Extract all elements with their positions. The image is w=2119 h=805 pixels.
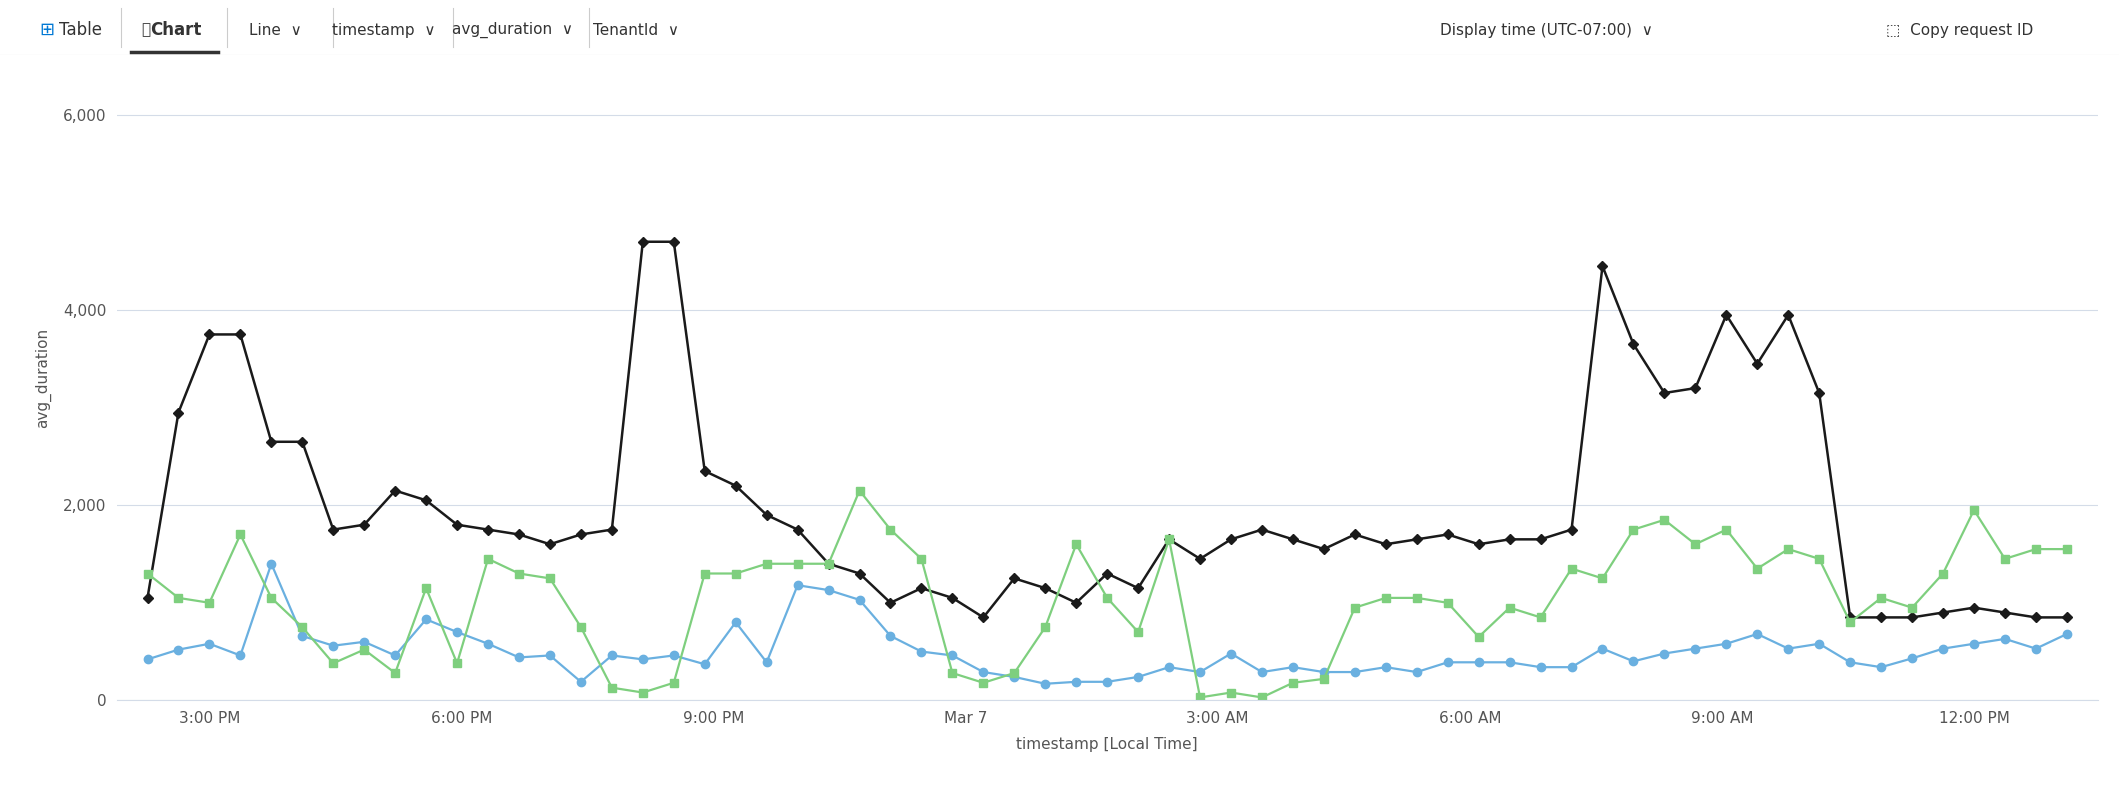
NORTHWIND bbox=[136, 654, 161, 664]
NORTHWIND bbox=[1157, 663, 1182, 672]
ACME_CORP bbox=[136, 568, 161, 578]
NORTHWIND bbox=[754, 658, 780, 667]
Text: Line  ∨: Line ∨ bbox=[250, 23, 301, 38]
Text: avg_duration  ∨: avg_duration ∨ bbox=[451, 22, 574, 38]
Text: Display time (UTC-07:00)  ∨: Display time (UTC-07:00) ∨ bbox=[1441, 23, 1653, 38]
ACME_CORP bbox=[1125, 627, 1151, 637]
NORTHWIND bbox=[2053, 630, 2079, 639]
Text: TenantId  ∨: TenantId ∨ bbox=[593, 23, 678, 38]
MICROSOFT bbox=[629, 237, 655, 246]
MICROSOFT bbox=[2053, 613, 2079, 622]
NORTHWIND bbox=[693, 659, 718, 669]
Text: Chart: Chart bbox=[150, 21, 201, 39]
NORTHWIND bbox=[259, 559, 284, 568]
NORTHWIND bbox=[1528, 663, 1553, 672]
Y-axis label: avg_duration: avg_duration bbox=[36, 328, 51, 428]
ACME_CORP bbox=[2024, 544, 2049, 554]
ACME_CORP bbox=[661, 678, 687, 687]
MICROSOFT bbox=[1528, 535, 1553, 544]
MICROSOFT bbox=[971, 613, 996, 622]
Text: ⬚  Copy request ID: ⬚ Copy request ID bbox=[1886, 23, 2034, 38]
ACME_CORP bbox=[1187, 692, 1212, 702]
NORTHWIND bbox=[1032, 679, 1057, 688]
MICROSOFT bbox=[136, 593, 161, 603]
X-axis label: timestamp [Local Time]: timestamp [Local Time] bbox=[1017, 737, 1197, 752]
ACME_CORP bbox=[723, 568, 748, 578]
Line: ACME_CORP: ACME_CORP bbox=[144, 486, 2070, 702]
Line: NORTHWIND: NORTHWIND bbox=[144, 559, 2070, 688]
ACME_CORP bbox=[848, 485, 873, 495]
Line: MICROSOFT: MICROSOFT bbox=[144, 238, 2070, 621]
ACME_CORP bbox=[1528, 613, 1553, 622]
ACME_CORP bbox=[2053, 544, 2079, 554]
NORTHWIND bbox=[1096, 677, 1121, 687]
Text: ⊞: ⊞ bbox=[38, 21, 55, 39]
MICROSOFT bbox=[693, 466, 718, 476]
MICROSOFT bbox=[2024, 613, 2049, 622]
Text: 📊: 📊 bbox=[142, 23, 150, 38]
MICROSOFT bbox=[1096, 568, 1121, 578]
NORTHWIND bbox=[2024, 644, 2049, 654]
Text: Table: Table bbox=[59, 21, 102, 39]
MICROSOFT bbox=[754, 510, 780, 520]
Text: timestamp  ∨: timestamp ∨ bbox=[333, 23, 434, 38]
MICROSOFT bbox=[1157, 535, 1182, 544]
ACME_CORP bbox=[1064, 539, 1089, 549]
